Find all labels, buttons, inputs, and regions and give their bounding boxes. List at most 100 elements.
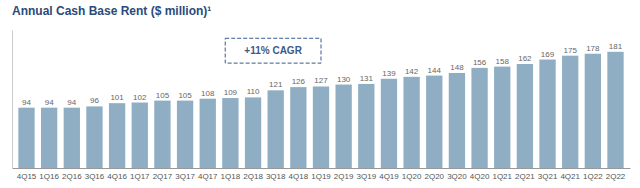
data-label: 158 — [496, 57, 510, 66]
data-label: 162 — [518, 54, 532, 63]
bar — [539, 60, 555, 168]
x-tick: 3Q18 — [266, 168, 286, 181]
bars — [18, 52, 623, 168]
x-tick-label: 1Q17 — [130, 172, 150, 181]
data-label: 130 — [337, 75, 351, 84]
bar — [607, 52, 623, 168]
bar — [471, 68, 487, 168]
bar — [358, 84, 374, 168]
x-tick-label: 2Q18 — [243, 172, 263, 181]
x-tick-label: 4Q20 — [470, 172, 490, 181]
data-label: 175 — [564, 46, 578, 55]
data-label: 96 — [90, 96, 99, 105]
x-tick: 2Q20 — [424, 168, 444, 181]
title: Annual Cash Base Rent ($ million)¹ — [12, 4, 211, 18]
x-tick-label: 3Q20 — [447, 172, 467, 181]
bar — [64, 108, 80, 168]
bar — [335, 85, 351, 168]
data-label: 109 — [224, 88, 238, 97]
data-label: 94 — [22, 98, 31, 107]
x-tick-label: 4Q16 — [107, 172, 127, 181]
y-axis-line — [12, 31, 13, 169]
bar — [494, 67, 510, 168]
bar — [177, 101, 193, 168]
x-tick: 4Q18 — [289, 168, 309, 181]
x-tick-label: 2Q22 — [606, 172, 626, 181]
x-tick: 1Q21 — [492, 168, 512, 181]
x-tick-label: 1Q20 — [402, 172, 422, 181]
bar — [41, 108, 57, 168]
bar — [222, 98, 238, 168]
x-tick: 3Q21 — [538, 168, 558, 181]
data-label: 101 — [110, 93, 124, 102]
plot: 9494949610110210510510810911012112612713… — [13, 31, 631, 181]
x-tick-label: 1Q16 — [39, 172, 59, 181]
bar — [313, 86, 329, 168]
bar — [200, 99, 216, 168]
bar — [562, 56, 578, 168]
x-tick: 3Q16 — [85, 168, 105, 181]
annotation-text: +11% CAGR — [244, 45, 302, 56]
data-label: 181 — [609, 42, 623, 51]
x-tick-label: 1Q22 — [583, 172, 603, 181]
data-labels: 9494949610110210510510810911012112612713… — [22, 42, 623, 107]
data-label: 121 — [269, 80, 283, 89]
data-label: 144 — [428, 66, 442, 75]
x-tick-label: 4Q19 — [379, 172, 399, 181]
bar — [86, 106, 102, 168]
data-label: 94 — [45, 98, 54, 107]
x-tick: 4Q16 — [107, 168, 127, 181]
x-tick: 4Q20 — [470, 168, 490, 181]
x-tick-label: 1Q21 — [492, 172, 512, 181]
x-tick: 4Q17 — [198, 168, 218, 181]
x-tick: 4Q19 — [379, 168, 399, 181]
data-label: 127 — [314, 76, 328, 85]
data-label: 169 — [541, 50, 555, 59]
bar — [154, 101, 170, 168]
data-label: 131 — [360, 74, 374, 83]
x-axis: 4Q151Q162Q163Q164Q161Q172Q173Q174Q171Q18… — [13, 168, 631, 181]
bar — [268, 90, 284, 168]
bar — [403, 77, 419, 168]
x-tick: 2Q21 — [515, 168, 535, 181]
x-tick-label: 4Q15 — [17, 172, 37, 181]
data-label: 142 — [405, 67, 419, 76]
data-label: 94 — [67, 98, 76, 107]
bar — [109, 103, 125, 168]
bar — [245, 97, 261, 168]
x-tick-label: 3Q17 — [175, 172, 195, 181]
x-tick: 2Q17 — [153, 168, 173, 181]
data-label: 139 — [382, 69, 396, 78]
x-tick: 1Q16 — [39, 168, 59, 181]
x-tick: 4Q21 — [560, 168, 580, 181]
x-tick-label: 4Q18 — [289, 172, 309, 181]
x-tick-label: 2Q17 — [153, 172, 173, 181]
x-tick: 2Q16 — [62, 168, 82, 181]
x-tick: 4Q15 — [17, 168, 37, 181]
bar — [517, 64, 533, 168]
data-label: 148 — [450, 63, 464, 72]
x-tick-label: 4Q21 — [560, 172, 580, 181]
x-tick: 2Q19 — [334, 168, 354, 181]
data-label: 178 — [586, 44, 600, 53]
x-tick-label: 3Q19 — [357, 172, 377, 181]
x-tick: 1Q19 — [311, 168, 331, 181]
data-label: 105 — [156, 91, 170, 100]
data-label: 102 — [133, 93, 147, 102]
x-tick-label: 2Q16 — [62, 172, 82, 181]
data-label: 108 — [201, 89, 215, 98]
x-tick: 1Q20 — [402, 168, 422, 181]
x-tick: 1Q17 — [130, 168, 150, 181]
bar — [449, 73, 465, 168]
bar — [585, 54, 601, 168]
data-label: 110 — [247, 87, 260, 96]
bar — [381, 79, 397, 168]
x-tick: 1Q18 — [221, 168, 241, 181]
x-tick: 3Q20 — [447, 168, 467, 181]
x-tick-label: 3Q18 — [266, 172, 286, 181]
x-tick-label: 2Q20 — [424, 172, 444, 181]
x-tick-label: 1Q19 — [311, 172, 331, 181]
x-tick-label: 2Q21 — [515, 172, 535, 181]
x-tick: 2Q22 — [606, 168, 626, 181]
bar — [290, 87, 306, 168]
